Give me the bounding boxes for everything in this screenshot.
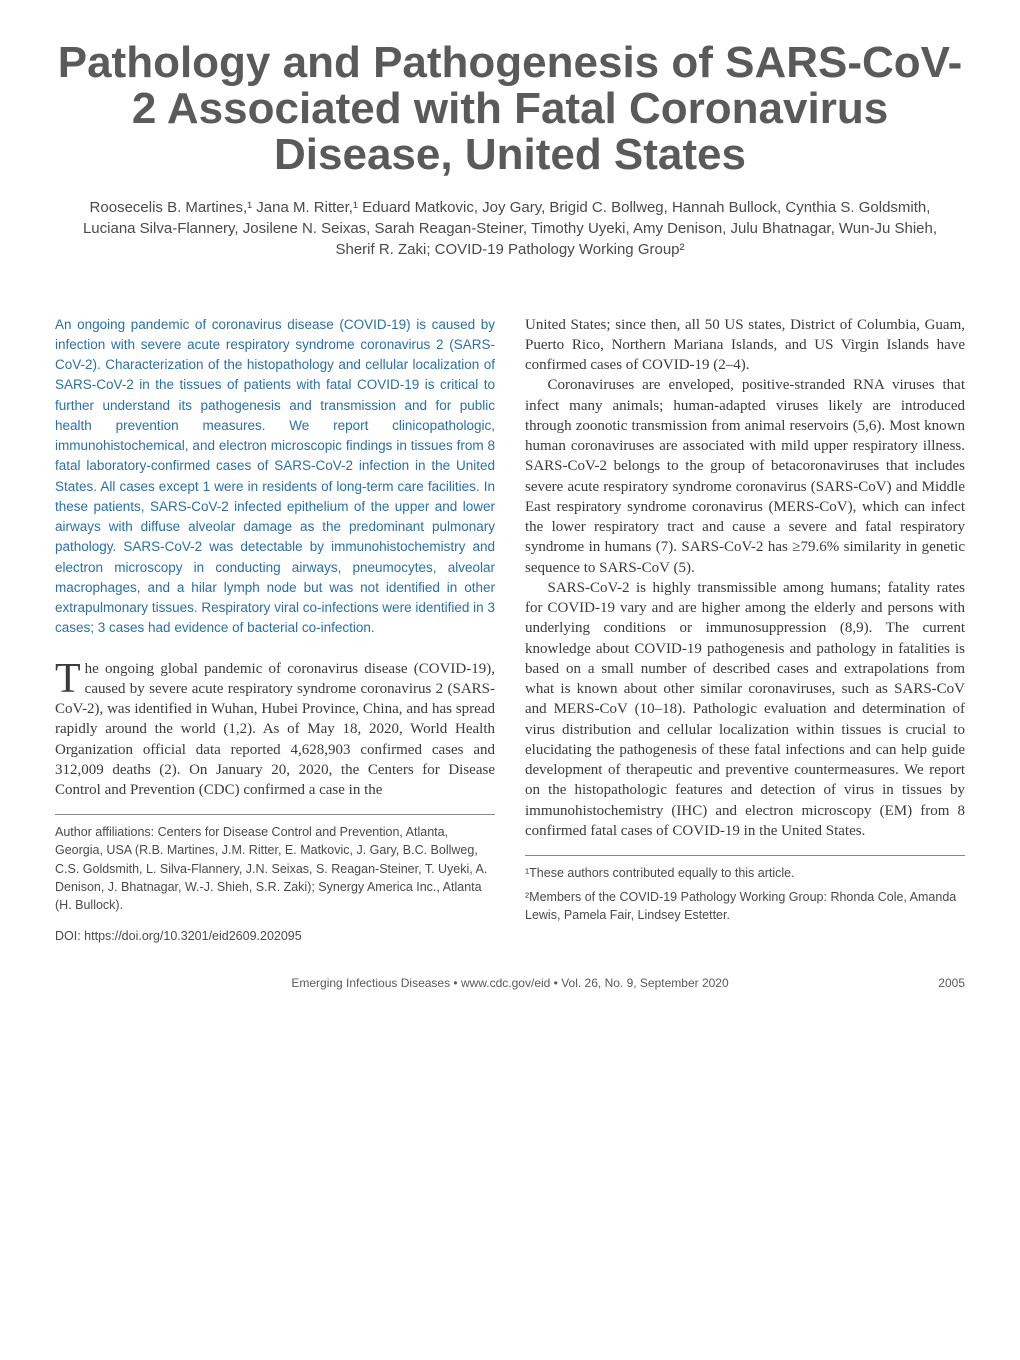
body-left: The ongoing global pandemic of coronavir…: [55, 659, 495, 801]
journal-citation: Emerging Infectious Diseases • www.cdc.g…: [115, 975, 905, 991]
body-right: United States; since then, all 50 US sta…: [525, 315, 965, 842]
intro-paragraph: The ongoing global pandemic of coronavir…: [55, 659, 495, 801]
left-column: An ongoing pandemic of coronavirus disea…: [55, 315, 495, 945]
body-paragraph: United States; since then, all 50 US sta…: [525, 315, 965, 376]
page-footer: Emerging Infectious Diseases • www.cdc.g…: [55, 975, 965, 991]
body-paragraph: SARS-CoV-2 is highly transmissible among…: [525, 578, 965, 841]
footnote-rule: [525, 855, 965, 856]
author-list: Roosecelis B. Martines,¹ Jana M. Ritter,…: [55, 197, 965, 260]
page-number: 2005: [905, 975, 965, 991]
footnote-working-group: ²Members of the COVID-19 Pathology Worki…: [525, 888, 965, 924]
article-title: Pathology and Pathogenesis of SARS-CoV-2…: [55, 40, 965, 179]
footnotes: ¹These authors contributed equally to th…: [525, 864, 965, 924]
footnote-equal-contribution: ¹These authors contributed equally to th…: [525, 864, 965, 882]
right-column: United States; since then, all 50 US sta…: [525, 315, 965, 945]
author-affiliations: Author affiliations: Centers for Disease…: [55, 823, 495, 914]
affiliation-rule: [55, 814, 495, 815]
two-column-layout: An ongoing pandemic of coronavirus disea…: [55, 315, 965, 945]
body-paragraph: Coronaviruses are enveloped, positive-st…: [525, 375, 965, 578]
doi: DOI: https://doi.org/10.3201/eid2609.202…: [55, 928, 495, 945]
abstract: An ongoing pandemic of coronavirus disea…: [55, 315, 495, 639]
